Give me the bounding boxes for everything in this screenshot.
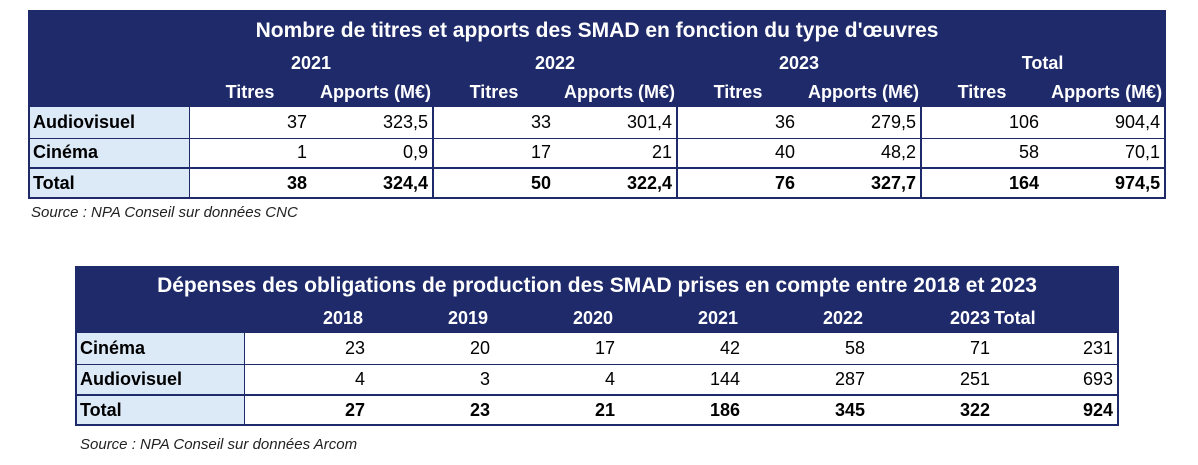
cell: 20 [369, 333, 494, 365]
year-header: 2019 [369, 303, 494, 333]
cell: 251 [869, 364, 994, 396]
table-row: Audiovisuel 4 3 4 144 287 251 693 [76, 364, 1119, 396]
table-title: Nombre de titres et apports des SMAD en … [29, 11, 1166, 49]
table-row-total: Total 38 324,4 50 322,4 76 327,7 164 974… [29, 167, 1166, 199]
cell: 322 [869, 394, 994, 426]
cell: 71 [869, 333, 994, 365]
row-label: Audiovisuel [29, 107, 190, 139]
cell: 36 [677, 107, 799, 139]
row-label: Total [76, 394, 245, 426]
cell: 0,9 [311, 138, 434, 169]
cell: 279,5 [799, 107, 922, 139]
row-label: Cinéma [76, 333, 245, 365]
year-header: 2022 [744, 303, 869, 333]
cell: 924 [994, 394, 1119, 426]
cell: 40 [677, 138, 799, 169]
table-depenses-obligations: Dépenses des obligations de production d… [75, 266, 1120, 426]
col-header-apports: Apports (M€) [1043, 77, 1166, 107]
cell: 58 [921, 138, 1043, 169]
cell: 186 [619, 394, 744, 426]
cell: 106 [921, 107, 1043, 139]
table-row: Cinéma 23 20 17 42 58 71 231 [76, 333, 1119, 365]
col-header-titres: Titres [433, 77, 555, 107]
cell: 323,5 [311, 107, 434, 139]
cell: 327,7 [799, 167, 922, 199]
col-header-titres: Titres [189, 77, 311, 107]
col-header-titres: Titres [921, 77, 1043, 107]
cell: 345 [744, 394, 869, 426]
cell: 904,4 [1043, 107, 1166, 139]
cell: 27 [244, 394, 369, 426]
cell: 17 [494, 333, 619, 365]
year-header: 2021 [619, 303, 744, 333]
cell: 37 [189, 107, 311, 139]
cell: 324,4 [311, 167, 434, 199]
cell: 38 [189, 167, 311, 199]
cell: 33 [433, 107, 555, 139]
cell: 21 [555, 138, 678, 169]
table-titres-apports: Nombre de titres et apports des SMAD en … [28, 10, 1167, 199]
cell: 76 [677, 167, 799, 199]
source-note: Source : NPA Conseil sur données Arcom [80, 436, 358, 453]
cell: 4 [494, 364, 619, 396]
table-title: Dépenses des obligations de production d… [76, 267, 1119, 303]
cell: 17 [433, 138, 555, 169]
source-note: Source : NPA Conseil sur données CNC [31, 204, 298, 221]
cell: 287 [744, 364, 869, 396]
row-label: Audiovisuel [76, 364, 245, 396]
cell: 974,5 [1043, 167, 1166, 199]
year-header: Total [994, 303, 1119, 333]
table-row-total: Total 27 23 21 186 345 322 924 [76, 394, 1119, 426]
cell: 144 [619, 364, 744, 396]
col-header-apports: Apports (M€) [799, 77, 921, 107]
year-header: 2023 [869, 303, 994, 333]
year-header: Total [921, 49, 1166, 77]
year-header: 2022 [433, 49, 677, 77]
cell: 58 [744, 333, 869, 365]
cell: 23 [369, 394, 494, 426]
col-header-titres: Titres [677, 77, 799, 107]
col-header-apports: Apports (M€) [555, 77, 677, 107]
year-header: 2023 [677, 49, 921, 77]
cell: 4 [244, 364, 369, 396]
cell: 693 [994, 364, 1119, 396]
year-header: 2018 [244, 303, 369, 333]
cell: 48,2 [799, 138, 922, 169]
table-row: Cinéma 1 0,9 17 21 40 48,2 58 70,1 [29, 138, 1166, 169]
cell: 50 [433, 167, 555, 199]
cell: 164 [921, 167, 1043, 199]
row-label: Total [29, 167, 190, 199]
cell: 23 [244, 333, 369, 365]
row-label: Cinéma [29, 138, 190, 169]
cell: 3 [369, 364, 494, 396]
cell: 301,4 [555, 107, 678, 139]
cell: 1 [189, 138, 311, 169]
col-header-apports: Apports (M€) [311, 77, 433, 107]
cell: 42 [619, 333, 744, 365]
year-header: 2020 [494, 303, 619, 333]
cell: 231 [994, 333, 1119, 365]
cell: 322,4 [555, 167, 678, 199]
cell: 21 [494, 394, 619, 426]
year-header: 2021 [189, 49, 433, 77]
table-row: Audiovisuel 37 323,5 33 301,4 36 279,5 1… [29, 107, 1166, 139]
cell: 70,1 [1043, 138, 1166, 169]
